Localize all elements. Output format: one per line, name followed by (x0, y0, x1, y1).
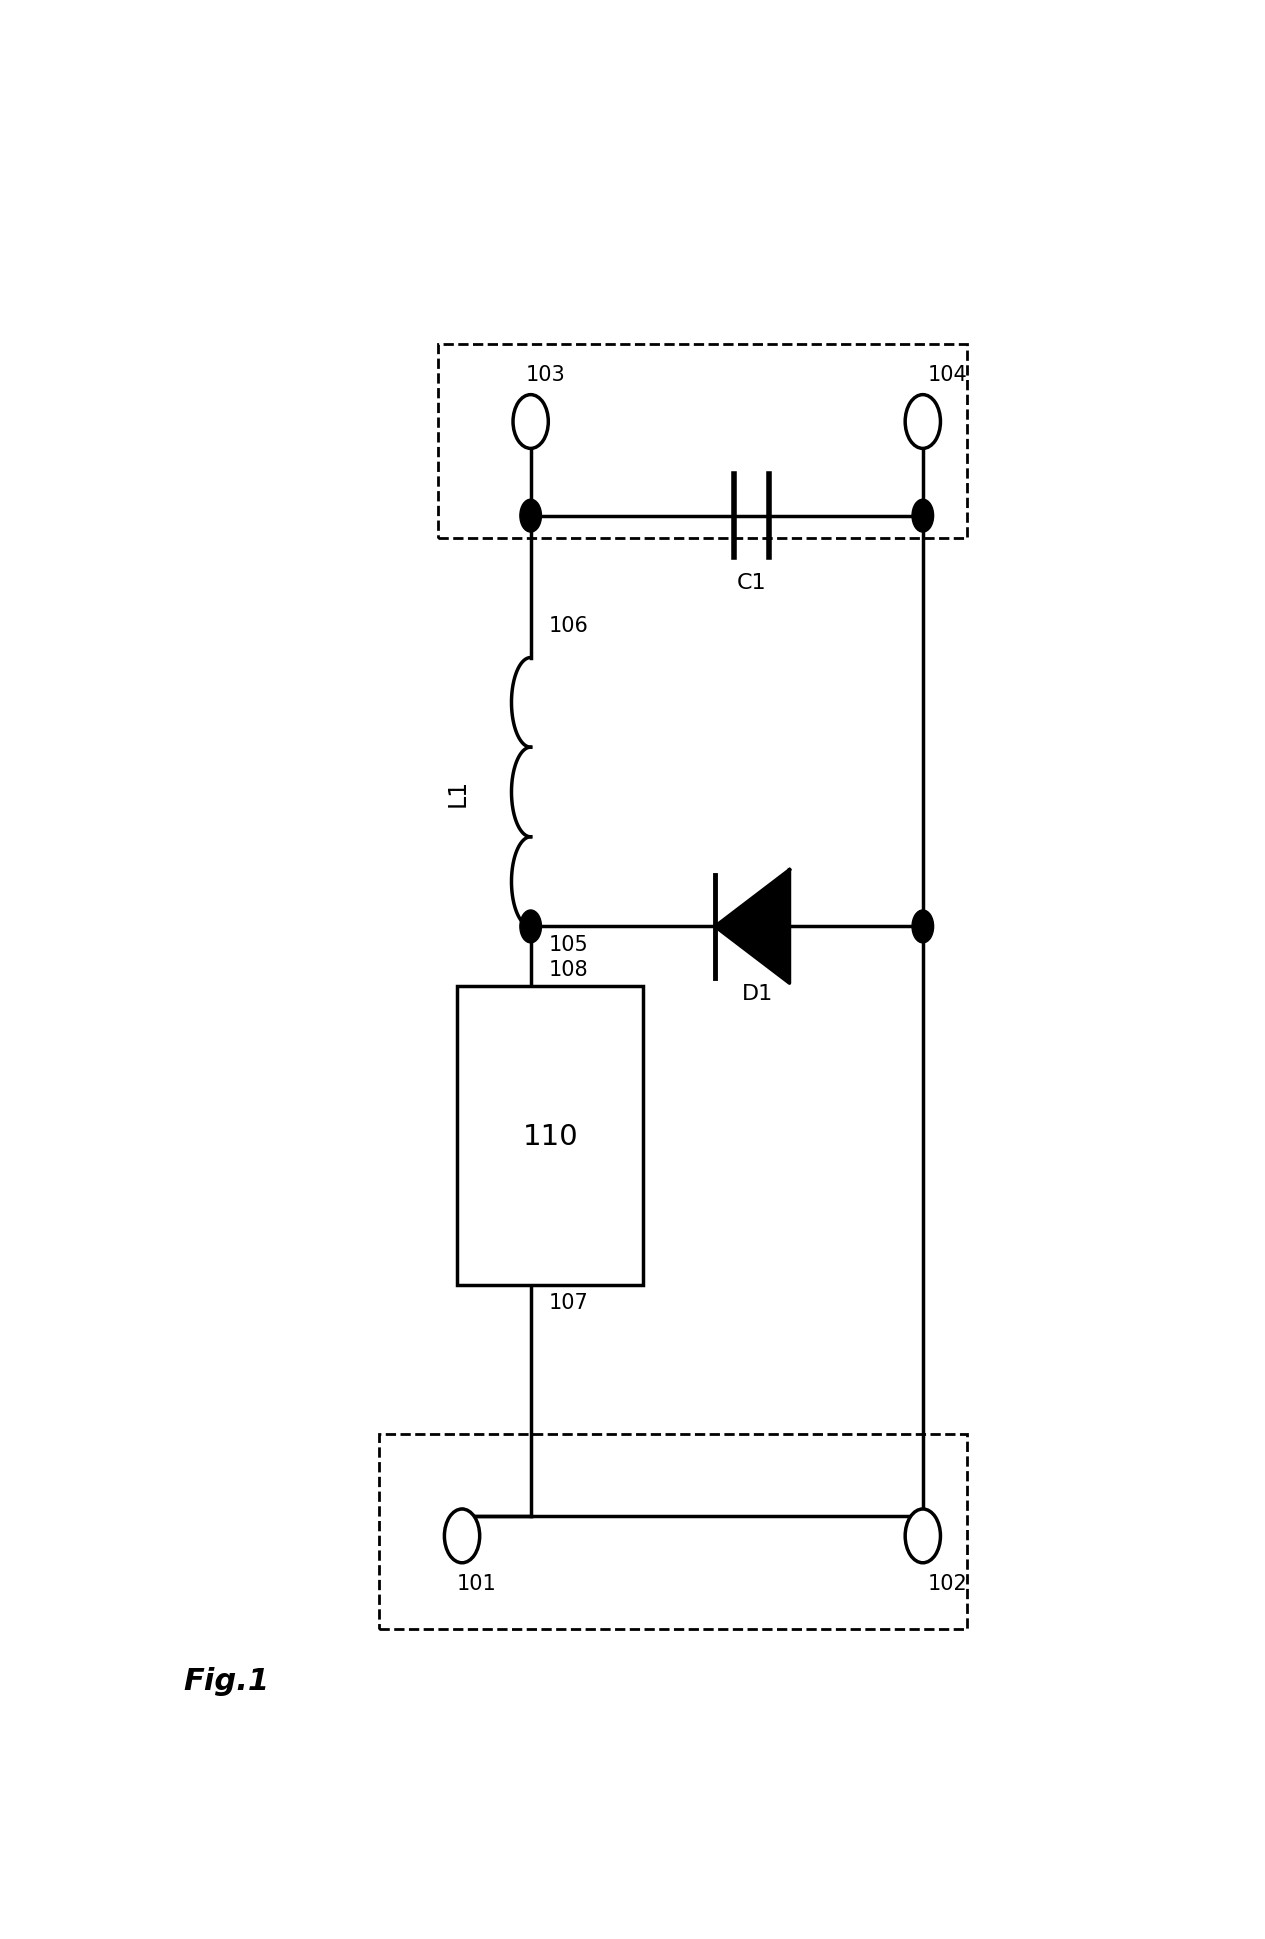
Text: 107: 107 (548, 1293, 588, 1313)
Bar (457, 987, 644, 1286)
Bar (378, 1435, 966, 1629)
Polygon shape (715, 871, 789, 983)
Text: 108: 108 (548, 960, 588, 979)
Text: C1: C1 (736, 574, 767, 593)
Circle shape (906, 396, 940, 450)
Text: 101: 101 (457, 1573, 497, 1594)
Text: D1: D1 (741, 983, 773, 1004)
Text: 106: 106 (548, 617, 588, 636)
Circle shape (444, 1509, 479, 1563)
Text: 110: 110 (522, 1123, 578, 1150)
Text: Fig.1: Fig.1 (183, 1666, 269, 1695)
Text: L1: L1 (445, 779, 469, 807)
Bar (438, 345, 966, 539)
Circle shape (514, 396, 548, 450)
Circle shape (912, 500, 934, 533)
Text: 105: 105 (548, 935, 588, 954)
Circle shape (520, 911, 541, 944)
Circle shape (520, 500, 541, 533)
Circle shape (912, 911, 934, 944)
Text: 102: 102 (927, 1573, 968, 1594)
Text: 104: 104 (927, 365, 968, 386)
Text: 103: 103 (526, 365, 565, 386)
Circle shape (906, 1509, 940, 1563)
